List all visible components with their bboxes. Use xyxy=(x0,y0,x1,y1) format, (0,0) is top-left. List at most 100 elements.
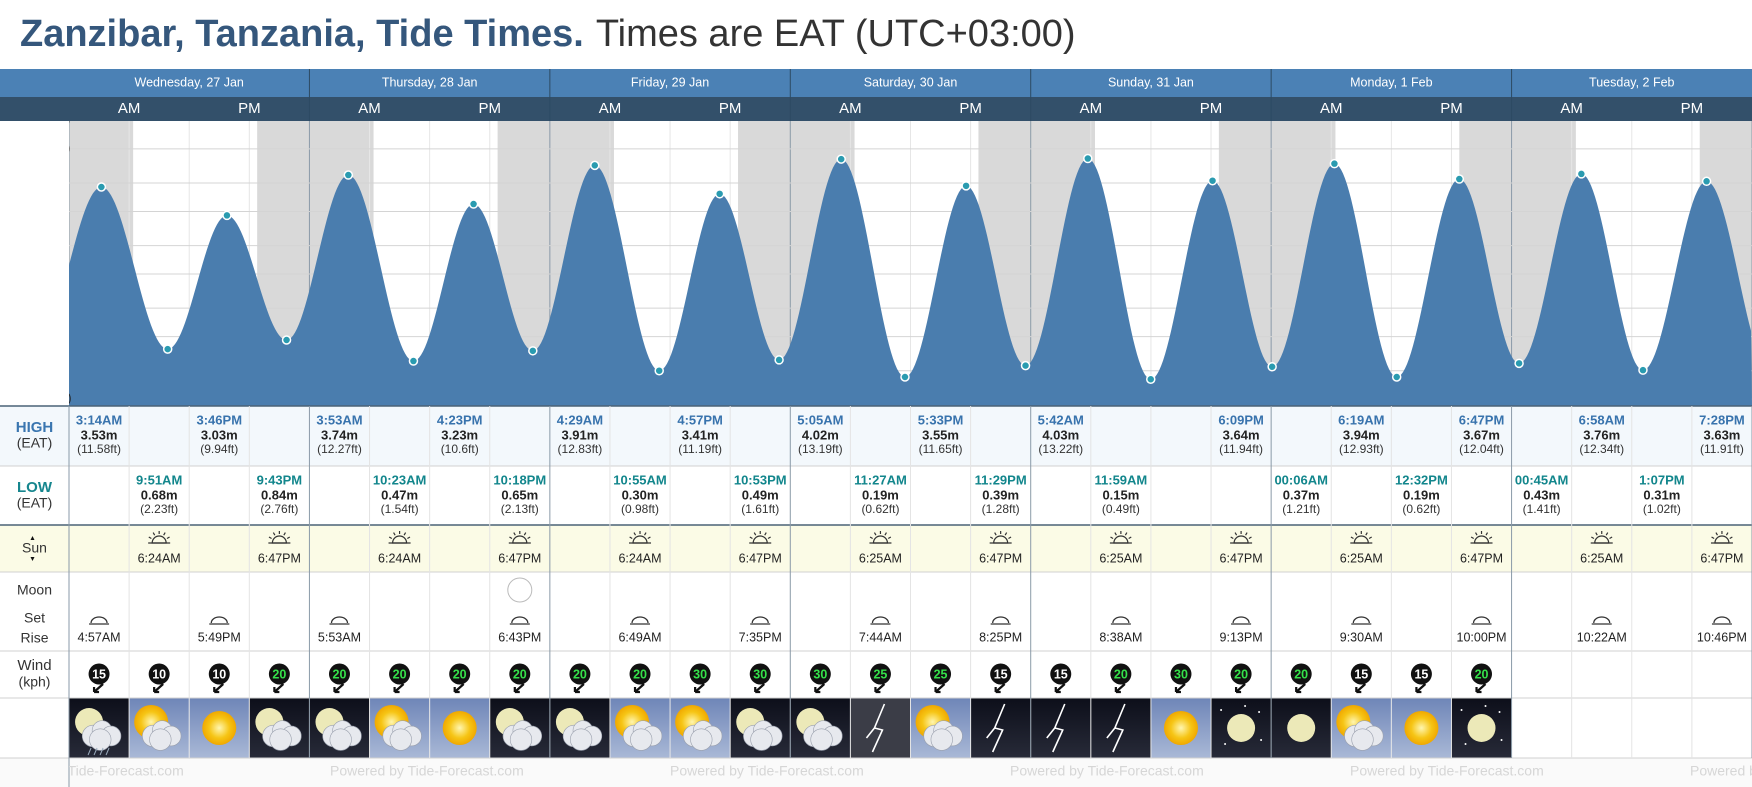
moon-time: 7:35PM xyxy=(739,630,782,644)
sun-ray xyxy=(1605,532,1609,536)
full-moon-icon xyxy=(507,577,533,603)
tide-point xyxy=(1020,360,1031,371)
star xyxy=(1484,705,1487,707)
sun-ray xyxy=(283,532,286,536)
moon-time: 5:49PM xyxy=(198,630,241,644)
day-name: Wednesday, 27 Jan xyxy=(135,75,244,89)
tide-point xyxy=(590,160,600,171)
am-label: AM xyxy=(118,100,141,117)
tide-feet: (1.28ft) xyxy=(982,502,1020,516)
tide-time: 5:33PM xyxy=(918,412,964,427)
tide-time: 5:42AM xyxy=(1038,412,1084,427)
sun-ray xyxy=(887,536,892,540)
y-tick-label: 2m (6.4ft) xyxy=(5,268,54,280)
weather-icon xyxy=(1451,698,1512,758)
tide-point xyxy=(528,346,538,356)
sun-ray xyxy=(989,536,994,540)
tide-point xyxy=(1514,358,1524,369)
weather-icon xyxy=(129,698,189,758)
tide-time: 11:29PM xyxy=(975,472,1027,487)
sun-ray xyxy=(523,532,527,536)
weather-icon xyxy=(550,698,610,758)
tide-point xyxy=(654,365,664,376)
tide-feet: (12.27ft) xyxy=(317,442,362,456)
wind-badge xyxy=(1350,663,1372,685)
tide-point xyxy=(836,154,846,164)
tide-point xyxy=(1638,365,1648,375)
tide-time: 12:32PM xyxy=(1395,472,1448,487)
wind-badge xyxy=(268,663,290,685)
wind-speed: 20 xyxy=(272,667,286,681)
tide-time: 3:46PM xyxy=(197,412,243,427)
cloud-part xyxy=(930,728,953,751)
sun-ray xyxy=(1365,532,1368,536)
moon-time: 8:25PM xyxy=(979,630,1022,644)
am-label: AM xyxy=(1320,100,1343,117)
wind-arrow xyxy=(393,683,405,694)
tide-time: 10:55AM xyxy=(613,472,666,487)
am-label: AM xyxy=(358,100,381,117)
low-label: LOW xyxy=(17,479,53,496)
tide-point xyxy=(1454,174,1465,184)
tide-point xyxy=(961,181,971,191)
tide-height: 3.55m xyxy=(922,427,959,442)
sun-ray xyxy=(647,536,651,540)
tide-point xyxy=(774,355,784,365)
sun-ray xyxy=(869,536,873,540)
moon-time: 6:49AM xyxy=(618,630,661,644)
sun-time: 6:25AM xyxy=(859,551,902,565)
weather-icon xyxy=(430,698,490,758)
wind-arrow xyxy=(273,683,285,694)
tide-height: 0.15m xyxy=(1102,487,1139,502)
footer-watermark: Powered by Tide-Forecast.com xyxy=(0,763,184,779)
star xyxy=(1258,711,1261,713)
sun-ray xyxy=(994,532,997,536)
wind-speed: 20 xyxy=(573,667,587,681)
tide-feet: (13.19ft) xyxy=(798,442,843,456)
weather-icon xyxy=(730,698,790,758)
sun-time: 6:47PM xyxy=(739,551,782,565)
wind-arrow xyxy=(633,683,645,694)
wind-speed: 30 xyxy=(813,667,827,681)
tide-feet: (12.83ft) xyxy=(558,442,603,456)
cloud-part xyxy=(329,728,352,751)
tide-time: 10:18PM xyxy=(493,472,546,487)
wind-arrow xyxy=(814,683,826,694)
sun-icon xyxy=(1350,531,1373,544)
tide-time: 9:51AM xyxy=(136,472,182,487)
moon-row xyxy=(0,572,1752,651)
sun-ray xyxy=(1008,536,1012,540)
weather-icon xyxy=(790,698,850,758)
wind-speed: 20 xyxy=(453,667,467,681)
wind-badge xyxy=(328,663,350,685)
moon-icon xyxy=(330,616,349,624)
star xyxy=(1464,743,1467,745)
moon xyxy=(1287,714,1316,742)
wind-arrow xyxy=(453,683,465,694)
wind-badge xyxy=(1110,663,1132,685)
wind-arrow xyxy=(874,683,886,694)
tide-time: 5:05AM xyxy=(797,412,843,427)
wind-arrow xyxy=(1174,683,1186,694)
tide-point xyxy=(1391,372,1402,382)
lightning xyxy=(1046,703,1066,753)
footer-watermark: Powered by Tide-Forecast.com xyxy=(1010,763,1204,779)
weather-icon xyxy=(1151,698,1211,758)
moon-icon xyxy=(1713,616,1731,624)
wind-arrow xyxy=(513,683,525,694)
tide-feet: (13.22ft) xyxy=(1038,442,1083,456)
tide-time: 1:07PM xyxy=(1639,472,1685,487)
tide-feet: (0.62ft) xyxy=(861,502,899,516)
low-row xyxy=(0,466,1752,525)
tide-time: 4:23PM xyxy=(437,412,483,427)
sun-ray xyxy=(1114,532,1117,536)
tide-feet: (11.58ft) xyxy=(77,442,121,456)
tide-time: 10:53PM xyxy=(734,472,787,487)
weather-cell xyxy=(850,698,910,758)
day-header-bar xyxy=(0,69,1752,97)
wind-arrow xyxy=(333,683,345,694)
moon-icon xyxy=(751,616,769,624)
pm-label: PM xyxy=(479,100,502,117)
wind-badge xyxy=(148,663,170,685)
